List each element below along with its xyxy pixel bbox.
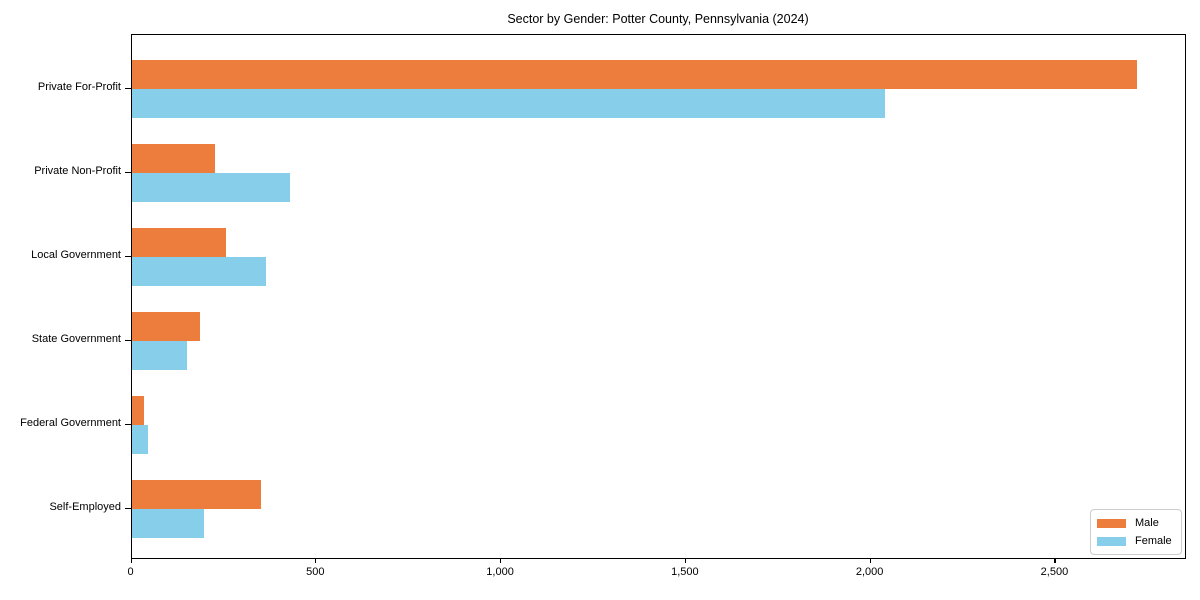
x-tick-label: 1,500 bbox=[671, 566, 699, 578]
x-tick-mark bbox=[1054, 559, 1056, 563]
bar-female-2 bbox=[131, 257, 267, 286]
legend-swatch-male-icon bbox=[1097, 518, 1126, 528]
x-tick-mark bbox=[130, 559, 132, 563]
y-tick-label: Self-Employed bbox=[49, 501, 121, 513]
x-tick-mark bbox=[869, 559, 871, 563]
y-tick-mark bbox=[124, 172, 131, 174]
legend-label-female: Female bbox=[1135, 535, 1172, 547]
bar-female-1 bbox=[131, 173, 291, 202]
x-tick-label: 1,000 bbox=[486, 566, 514, 578]
y-tick-label: Private For-Profit bbox=[37, 81, 121, 93]
y-tick-mark bbox=[124, 424, 131, 426]
x-tick-label: 2,000 bbox=[855, 566, 884, 578]
chart-title: Sector by Gender: Potter County, Pennsyl… bbox=[507, 12, 809, 26]
legend-item-male: Male bbox=[1097, 517, 1174, 529]
bar-female-0 bbox=[131, 89, 886, 118]
y-tick-label: Federal Government bbox=[20, 417, 121, 429]
y-tick-mark bbox=[124, 340, 131, 342]
plot-area bbox=[130, 34, 1186, 559]
legend: Male Female bbox=[1090, 509, 1182, 555]
legend-label-male: Male bbox=[1135, 517, 1159, 529]
y-tick-mark bbox=[124, 508, 131, 510]
bar-male-2 bbox=[131, 228, 226, 257]
bar-male-3 bbox=[131, 312, 200, 341]
x-tick-label: 2,500 bbox=[1040, 566, 1069, 578]
y-tick-label: State Government bbox=[31, 333, 121, 345]
bar-female-5 bbox=[131, 509, 204, 538]
bar-male-5 bbox=[131, 480, 261, 509]
bar-female-3 bbox=[131, 341, 187, 370]
legend-item-female: Female bbox=[1097, 535, 1174, 547]
x-tick-mark bbox=[500, 559, 502, 563]
x-tick-label: 500 bbox=[306, 566, 325, 578]
legend-swatch-female-icon bbox=[1097, 536, 1126, 546]
bar-male-0 bbox=[131, 60, 1137, 89]
y-tick-mark bbox=[124, 88, 131, 90]
y-tick-label: Local Government bbox=[31, 249, 121, 261]
x-tick-mark bbox=[315, 559, 317, 563]
x-tick-label: 0 bbox=[127, 566, 134, 578]
y-tick-mark bbox=[124, 256, 131, 258]
y-tick-label: Private Non-Profit bbox=[34, 165, 121, 177]
x-tick-mark bbox=[684, 559, 687, 563]
bar-male-4 bbox=[131, 396, 145, 425]
bar-male-1 bbox=[131, 144, 215, 173]
bar-female-4 bbox=[131, 425, 149, 454]
